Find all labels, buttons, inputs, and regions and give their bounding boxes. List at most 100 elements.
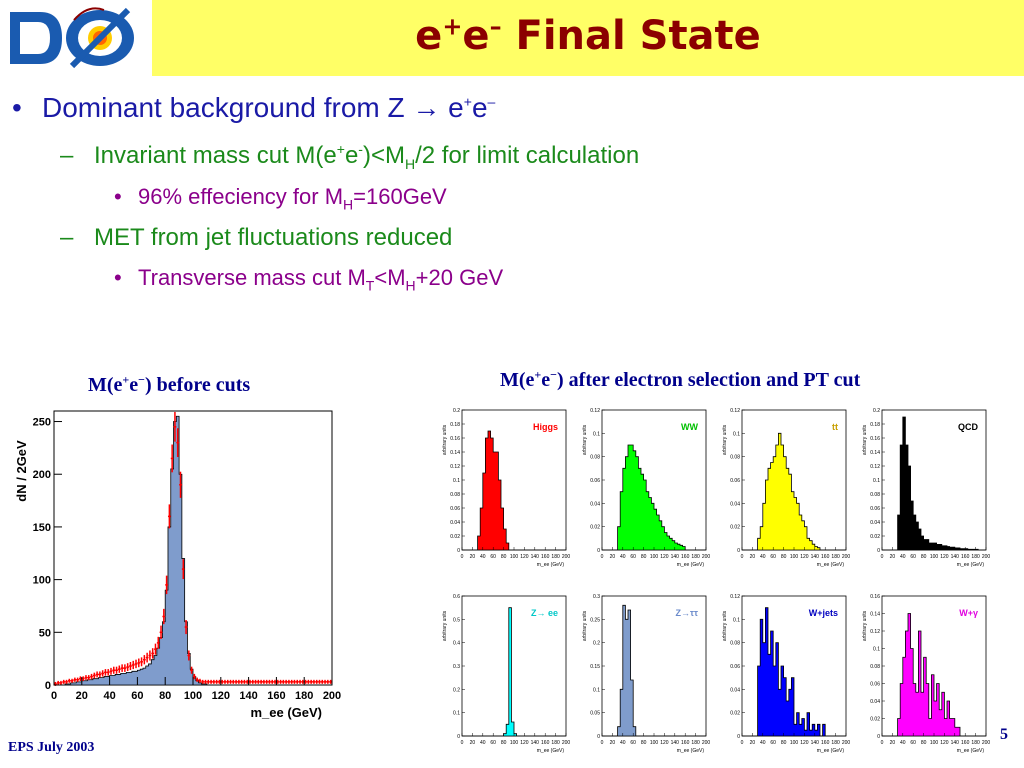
y-tick-label: 0.2	[873, 408, 880, 414]
x-tick-label: 0	[601, 554, 604, 560]
x-tick-label: 40	[900, 740, 906, 746]
x-tick-label: 40	[760, 554, 766, 560]
y-tick-label: 0.16	[450, 436, 460, 442]
y-tick-label: 0.18	[870, 422, 880, 428]
legend-label: Z→ττ	[675, 608, 698, 618]
y-tick-label: 0.02	[590, 525, 600, 531]
x-tick-label: 0	[881, 740, 884, 746]
x-tick-label: 60	[490, 740, 496, 746]
y-tick-label: 0.06	[730, 478, 740, 484]
y-tick-label: 0.08	[730, 455, 740, 461]
x-tick-label: 140	[951, 740, 960, 746]
x-tick-label: 160	[821, 740, 830, 746]
y-tick-label: 0	[457, 734, 460, 740]
y-tick-label: 0	[877, 734, 880, 740]
histogram-bars	[602, 444, 706, 551]
legend-label: tt	[832, 422, 838, 432]
x-tick-label: 140	[671, 554, 680, 560]
histogram-bars	[882, 416, 986, 551]
x-axis-label: m_ee (GeV)	[677, 748, 705, 754]
y-tick-label: 0.1	[593, 687, 600, 693]
x-tick-label: 20	[750, 554, 756, 560]
background-histogram: 0 20 40 60 80 100 120 140 160 180 200 0 0.1 0.2 0.3 0.4…	[442, 594, 570, 754]
histogram-bars	[602, 604, 706, 737]
legend-label: W+jets	[809, 608, 838, 618]
x-tick-label: 180	[551, 554, 560, 560]
x-tick-label: 20	[890, 554, 896, 560]
mc-histogram	[54, 415, 332, 686]
x-tick-label: 40	[620, 740, 626, 746]
histogram-bars	[882, 613, 986, 737]
x-tick-label: 40	[620, 554, 626, 560]
x-tick-label: 100	[930, 554, 939, 560]
x-tick-label: 80	[781, 554, 787, 560]
x-axis-label: m_ee (GeV)	[537, 562, 565, 568]
background-histogram: 0 20 40 60 80 100 120 140 160 180 200 0 0.02 0.04 0.06…	[722, 594, 850, 754]
x-tick-label: 100	[650, 554, 659, 560]
y-tick-label: 0.08	[730, 641, 740, 647]
y-tick-label: 0.2	[453, 687, 460, 693]
x-tick-label: 60	[910, 554, 916, 560]
histogram-bars	[742, 432, 846, 551]
x-tick-label: 160	[961, 740, 970, 746]
y-tick-label: 0.08	[870, 664, 880, 670]
x-tick-label: 20	[750, 740, 756, 746]
y-tick-label: 0.08	[870, 492, 880, 498]
y-tick-label: 0.02	[870, 717, 880, 723]
x-tick-label: 140	[531, 554, 540, 560]
x-tick-label: 120	[940, 554, 949, 560]
y-tick-label: 0.02	[870, 534, 880, 540]
y-tick-label: 0.1	[873, 647, 880, 653]
x-tick-label: 40	[480, 554, 486, 560]
y-tick-label: 0	[457, 548, 460, 554]
x-tick-label: 200	[702, 740, 711, 746]
x-tick-label: 120	[800, 554, 809, 560]
x-tick-label: 160	[541, 740, 550, 746]
x-tick-label: 140	[951, 554, 960, 560]
x-tick-label: 80	[501, 554, 507, 560]
x-tick-label: 180	[971, 554, 980, 560]
y-tick-label: 0.12	[870, 629, 880, 635]
background-histogram: 0 20 40 60 80 100 120 140 160 180 200 0 0.02 0.04 0.06…	[722, 408, 850, 568]
y-tick-label: 0.14	[450, 450, 460, 456]
y-tick-label: 0.06	[730, 664, 740, 670]
x-tick-label: 200	[702, 554, 711, 560]
y-tick-label: 0.06	[450, 506, 460, 512]
y-tick-label: 0.1	[733, 617, 740, 623]
x-tick-label: 20	[610, 740, 616, 746]
x-tick-label: 60	[770, 554, 776, 560]
y-axis-label: arbitrary units	[442, 610, 448, 641]
y-tick-label: 0	[597, 734, 600, 740]
x-tick-label: 60	[770, 740, 776, 746]
y-tick-label: 0.1	[453, 478, 460, 484]
y-tick-label: 0.02	[450, 534, 460, 540]
y-tick-label: 0.14	[870, 450, 880, 456]
y-tick-label: 0.16	[870, 594, 880, 600]
y-tick-label: 0.08	[450, 492, 460, 498]
legend-label: W+γ	[959, 608, 978, 618]
x-tick-label: 100	[184, 690, 202, 702]
x-tick-label: 120	[940, 740, 949, 746]
x-tick-label: 100	[510, 554, 519, 560]
histogram-bars	[462, 430, 566, 551]
bullet-level2: – MET from jet fluctuations reduced	[60, 224, 453, 251]
x-tick-label: 180	[691, 554, 700, 560]
y-tick-label: 0.3	[593, 594, 600, 600]
x-tick-label: 20	[610, 554, 616, 560]
legend-label: WW	[681, 422, 698, 432]
y-tick-label: 0.12	[870, 464, 880, 470]
y-tick-label: 0.06	[870, 506, 880, 512]
right-plots-caption: M(e+e−) after electron selection and PT …	[500, 367, 861, 391]
x-tick-label: 120	[660, 740, 669, 746]
main-mass-histogram: 0 20 40 60 80 100 120 140 160 180 200 0 50 100 150 200 2…	[14, 410, 341, 720]
y-tick-label: 0.6	[453, 594, 460, 600]
x-tick-label: 40	[760, 740, 766, 746]
left-plot-caption: M(e+e−) before cuts	[88, 372, 251, 396]
x-axis-label: m_ee (GeV)	[957, 748, 985, 754]
x-tick-label: 120	[212, 690, 230, 702]
y-tick-label: 0.04	[590, 501, 600, 507]
y-tick-label: 0.14	[870, 612, 880, 618]
x-tick-label: 160	[681, 554, 690, 560]
y-tick-label: 0.2	[453, 408, 460, 414]
x-axis-label: m_ee (GeV)	[677, 562, 705, 568]
